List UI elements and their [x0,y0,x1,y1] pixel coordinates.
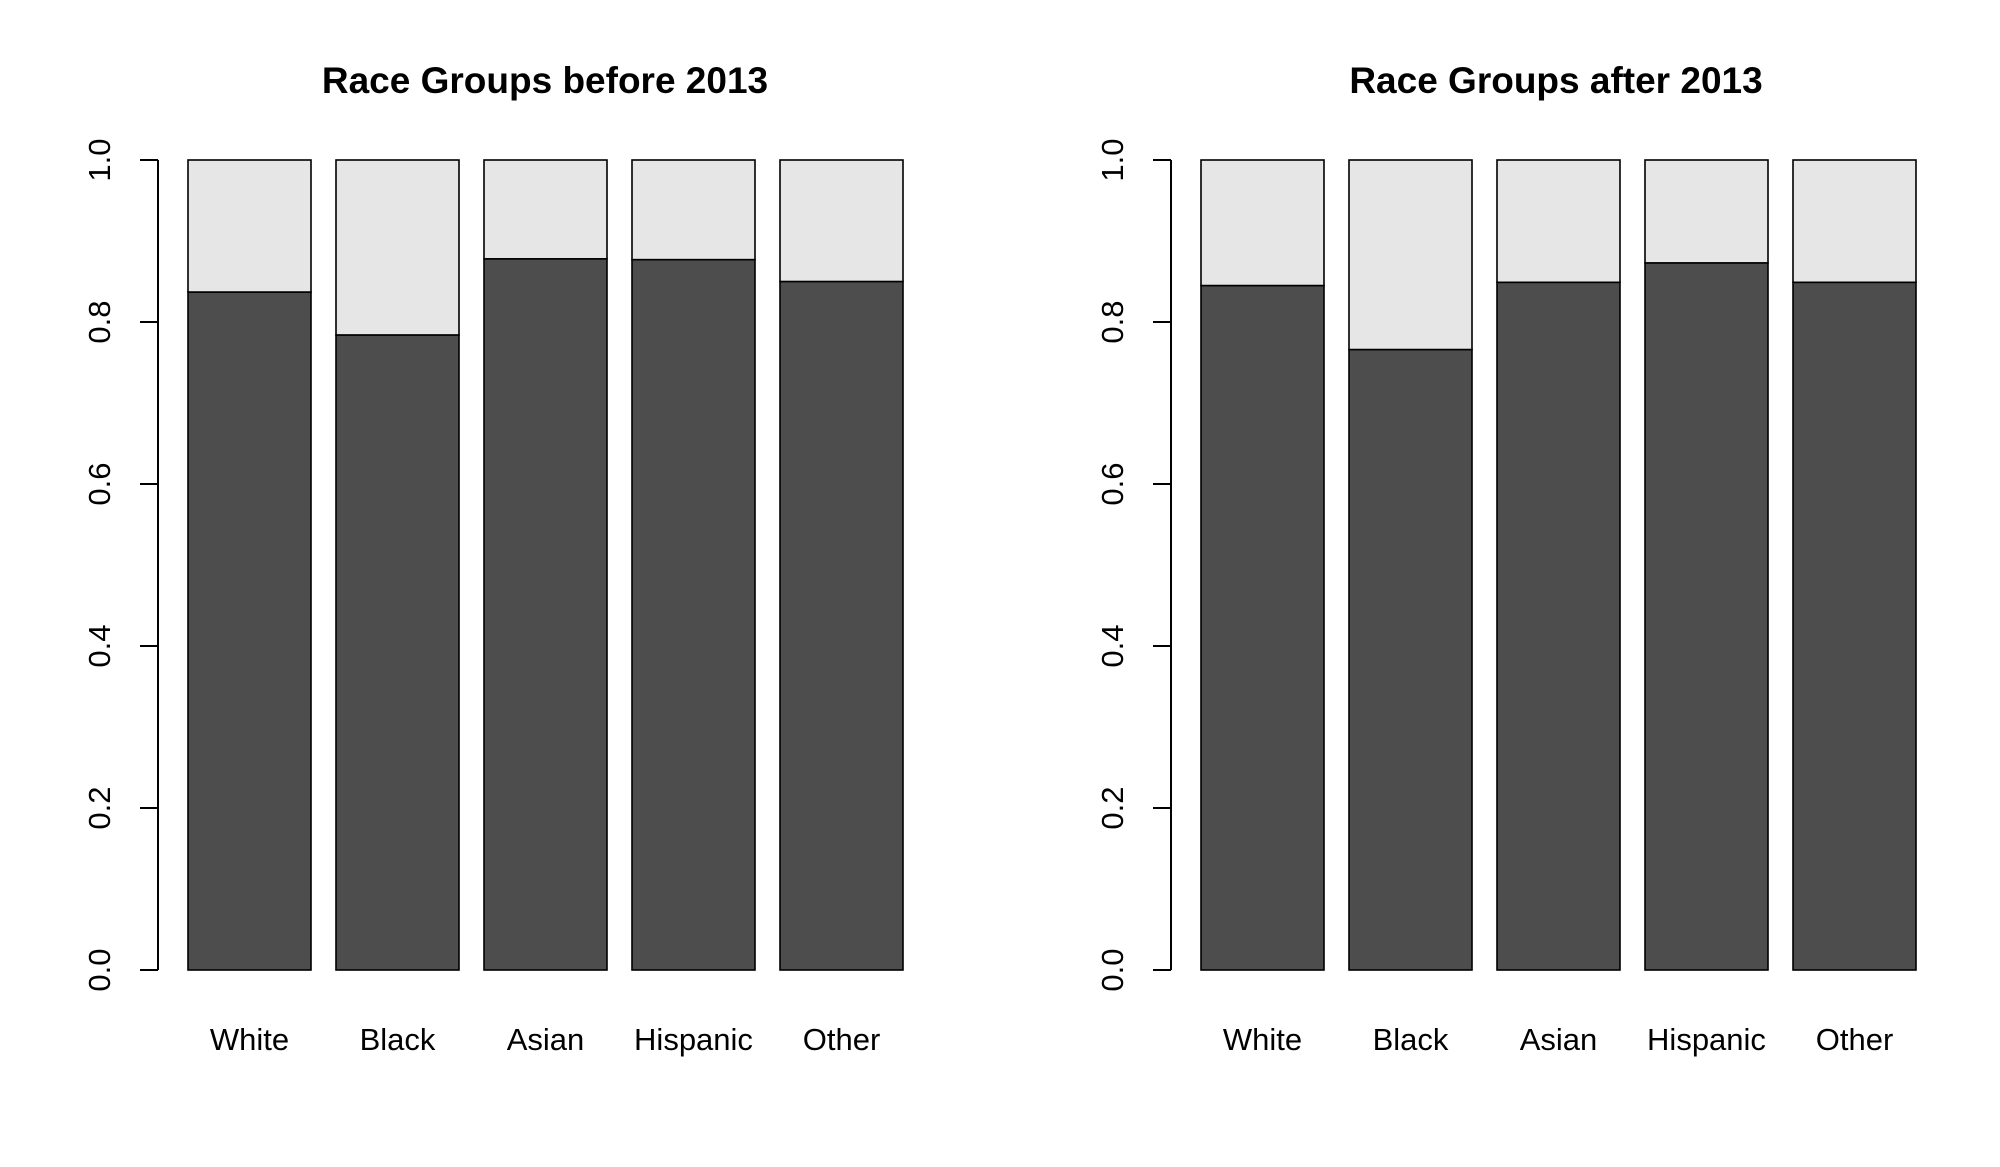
y-tick-label: 0.8 [1095,300,1130,343]
bar-hispanic-segment-1 [1644,159,1769,264]
y-tick-label: 0.2 [1095,786,1130,829]
bar-white-segment-0 [1200,284,1325,971]
y-tick-label: 0.0 [82,948,117,991]
bar-black-segment-0 [335,334,460,971]
category-labels: White Black Asian Hispanic Other [1223,1022,1893,1057]
bar-asian-segment-0 [483,258,608,971]
bar-other-segment-1 [779,159,904,283]
category-label: Other [803,1022,881,1057]
bar-white-segment-0 [187,291,312,971]
y-tick-label: 0.4 [1095,624,1130,667]
bar-hispanic-segment-0 [1644,262,1769,971]
chart-title: Race Groups before 2013 [322,60,768,101]
y-axis: 0.0 0.2 0.4 0.6 0.8 1.0 [1095,138,1172,992]
bar-black-segment-1 [1348,159,1473,351]
y-tick-label: 1.0 [82,138,117,181]
bar-white-segment-1 [1200,159,1325,287]
bar-other-segment-0 [1792,281,1917,971]
bar-asian-segment-0 [1496,281,1621,971]
bar-asian-segment-1 [483,159,608,260]
y-tick-label: 0.6 [82,462,117,505]
category-label: Black [360,1022,436,1057]
chart-panel-after-2013: Race Groups after 2013 0.0 0.2 0.4 0.6 0.8 1.… [1095,60,1917,1057]
bar-black-segment-0 [1348,348,1473,971]
category-label: Asian [507,1022,585,1057]
y-tick-label: 0.8 [82,300,117,343]
bar-hispanic-segment-1 [631,159,756,261]
y-tick-label: 0.6 [1095,462,1130,505]
category-label: Hispanic [1647,1022,1766,1057]
bar-black-segment-1 [335,159,460,336]
bar-white-segment-1 [187,159,312,293]
bars [1200,159,1917,971]
bars [187,159,904,971]
y-tick-label: 0.4 [82,624,117,667]
category-label: White [1223,1022,1302,1057]
category-labels: White Black Asian Hispanic Other [210,1022,880,1057]
bar-asian-segment-1 [1496,159,1621,284]
chart-title: Race Groups after 2013 [1349,60,1762,101]
chart-panel-before-2013: Race Groups before 2013 0.0 0.2 0.4 0.6 0.8 1… [82,60,904,1057]
y-axis: 0.0 0.2 0.4 0.6 0.8 1.0 [82,138,159,992]
y-tick-label: 0.2 [82,786,117,829]
category-label: Other [1816,1022,1894,1057]
y-tick-label: 0.0 [1095,948,1130,991]
bar-other-segment-0 [779,280,904,971]
category-label: Black [1373,1022,1449,1057]
category-label: Hispanic [634,1022,753,1057]
bar-hispanic-segment-0 [631,258,756,971]
category-label: Asian [1520,1022,1598,1057]
y-tick-label: 1.0 [1095,138,1130,181]
bar-other-segment-1 [1792,159,1917,284]
category-label: White [210,1022,289,1057]
